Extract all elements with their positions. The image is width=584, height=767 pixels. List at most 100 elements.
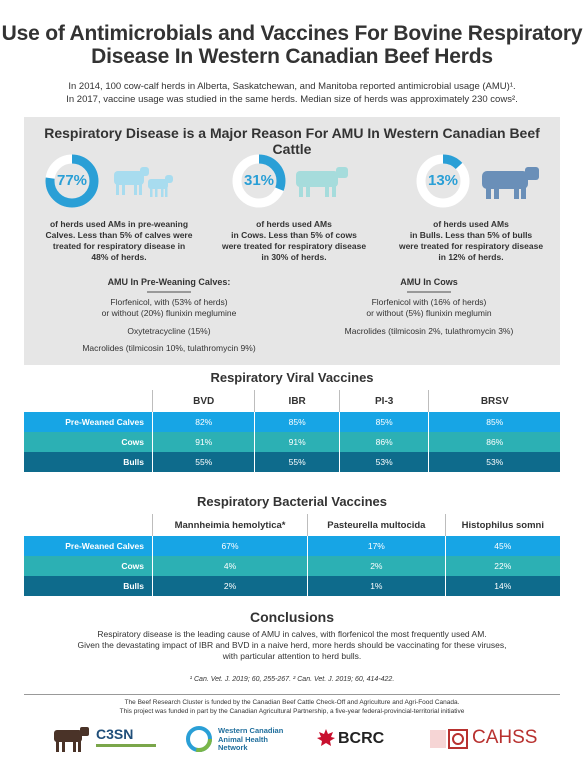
amu-calves-item: Oxytetracycline (15%) [127,325,211,336]
intro-line-1: In 2014, 100 cow-calf herds in Alberta, … [68,81,516,92]
table-cell: 2% [307,556,446,576]
row-label: Cows [24,432,153,452]
cow-icon [296,167,348,197]
calves-stat-line: 48% of herds. [91,252,147,262]
bacterial-header-histophilus: Histophilus somni [444,514,560,536]
cows-stat-line: were treated for respiratory disease [221,241,367,251]
amu-cows-heading: AMU In Cows [400,277,458,287]
table-row: Pre-Weaned Calves 67% 17% 45% [24,536,560,556]
cows-stat-line: in Cows. Less than 5% of cows [231,230,357,240]
amu-panel: Respiratory Disease is a Major Reason Fo… [24,117,560,365]
table-cell: 91% [151,432,255,452]
calves-stat-line: Calves. Less than 5% of calves were [45,230,193,240]
calves-stat-line: of herds used AMs in pre-weaning [49,219,189,229]
table-cell: 55% [151,452,255,472]
bacterial-header-pasteurella: Pasteurella multocida [307,514,446,536]
references: ¹ Can. Vet. J. 2019; 60, 255-267. ² Can.… [189,676,395,683]
table-cell: 86% [338,432,429,452]
bulls-stat-line: in Bulls. Less than 5% of bulls [409,230,533,240]
calves-icon [114,167,173,197]
logo-mark [430,730,446,748]
row-label: Pre-Weaned Calves [24,536,153,556]
cahss-logo: CAHSS [430,722,540,756]
table-row: Pre-Weaned Calves 82% 85% 85% 85% [24,412,560,432]
amu-calves-item: or without (20%) flunixin meglumine [101,308,237,318]
bull-icon [482,167,539,199]
cows-donut-arc [232,154,286,208]
cows-stat-line: in 30% of herds. [261,252,327,262]
table-row: Cows 91% 91% 86% 86% [24,432,560,452]
row-label: Pre-Weaned Calves [24,412,153,432]
table-cell: 4% [151,556,308,576]
bacterial-header-mannheimia: Mannheimia hemolytica* [151,514,308,536]
network-ring-icon [186,726,212,752]
table-row: Cows 4% 2% 22% [24,556,560,576]
table-cell: 22% [444,556,560,576]
calves-stat-line: treated for respiratory disease in [52,241,186,251]
amu-calves-block: AMU In Pre-Weaning Calves: Florfenicol, … [34,277,304,355]
conclusions-line: Respiratory disease is the leading cause… [97,629,487,639]
logo-stripe [96,744,156,747]
table-row: Bulls 2% 1% 14% [24,576,560,596]
table-cell: 53% [428,452,560,472]
table-corner [24,390,153,412]
table-cell: 82% [151,412,255,432]
calves-donut-arc [45,154,99,208]
amu-calves-heading: AMU In Pre-Weaning Calves: [107,277,231,287]
cahss-logo-text: CAHSS [472,727,538,748]
table-cell: 85% [428,412,560,432]
funding-text: The Beef Research Cluster is funded by t… [0,699,584,716]
panel-title: Respiratory Disease is a Major Reason Fo… [44,125,540,157]
table-row: Bulls 55% 55% 53% 53% [24,452,560,472]
bulls-stat-line: were treated for respiratory disease [398,241,544,251]
table-cell: 55% [254,452,340,472]
bulls-donut-chart [416,154,470,208]
bacterial-vaccines-title: Respiratory Bacterial Vaccines [196,494,388,509]
table-cell: 45% [444,536,560,556]
table-cell: 85% [338,412,429,432]
row-label: Bulls [24,576,153,596]
c3sn-logo: C3SN [52,722,162,756]
funding-line: The Beef Research Cluster is funded by t… [124,699,460,706]
bcrc-logo: BCRC [316,722,386,756]
row-label: Bulls [24,452,153,472]
cow-silhouette-icon [54,727,89,752]
amu-calves-item: Macrolides (tilmicosin 10%, tulathromyci… [82,343,256,353]
bulls-donut-arc [416,154,470,208]
viral-header-bvd: BVD [151,390,255,412]
title-line-2: Disease In Western Canadian Beef Herds [91,45,493,68]
amu-cows-item: Macrolides (tilmicosin 2%, tulathromycin… [344,325,514,336]
wcahn-logo: Western Canadian Animal Health Network [184,722,294,756]
table-cell: 2% [151,576,308,596]
divider [407,290,451,293]
row-label: Cows [24,556,153,576]
footer-divider [24,694,560,695]
conclusions-text: Respiratory disease is the leading cause… [20,629,564,662]
conclusions-line: with particular attention to herd bulls. [222,651,362,661]
conclusions-title: Conclusions [249,609,334,625]
cows-donut-chart [232,154,286,208]
bacterial-vaccines-table: Mannheimia hemolytica* Pasteurella multo… [24,514,560,596]
bulls-stat-text: of herds used AMs in Bulls. Less than 5%… [382,219,560,263]
page-title: Use of Antimicrobials and Vaccines For B… [0,22,584,68]
viral-vaccines-table: BVD IBR PI-3 BRSV Pre-Weaned Calves 82% … [24,390,560,472]
bulls-stat-line: in 12% of herds. [438,252,504,262]
cows-stat-line: of herds used AMs [256,219,332,229]
table-cell: 14% [444,576,560,596]
amu-cows-item: Florfenicol with (16% of herds) [371,296,487,307]
amu-cows-item: or without (5%) flunixin meglumin [366,308,492,318]
bulls-stat-line: of herds used AMs [433,219,509,229]
table-cell: 1% [307,576,446,596]
intro-line-2: In 2017, vaccine usage was studied in th… [66,94,518,105]
table-cell: 91% [254,432,340,452]
table-cell: 85% [254,412,340,432]
table-cell: 17% [307,536,446,556]
table-cell: 86% [428,432,560,452]
title-line-1: Use of Antimicrobials and Vaccines For B… [1,22,583,45]
bcrc-logo-text: BCRC [338,730,385,747]
bulls-pct: 13% [427,172,459,189]
table-cell: 67% [151,536,308,556]
calves-pct: 77% [56,172,88,189]
cahss-emblem-icon [448,729,468,749]
maple-leaf-icon [317,729,335,746]
